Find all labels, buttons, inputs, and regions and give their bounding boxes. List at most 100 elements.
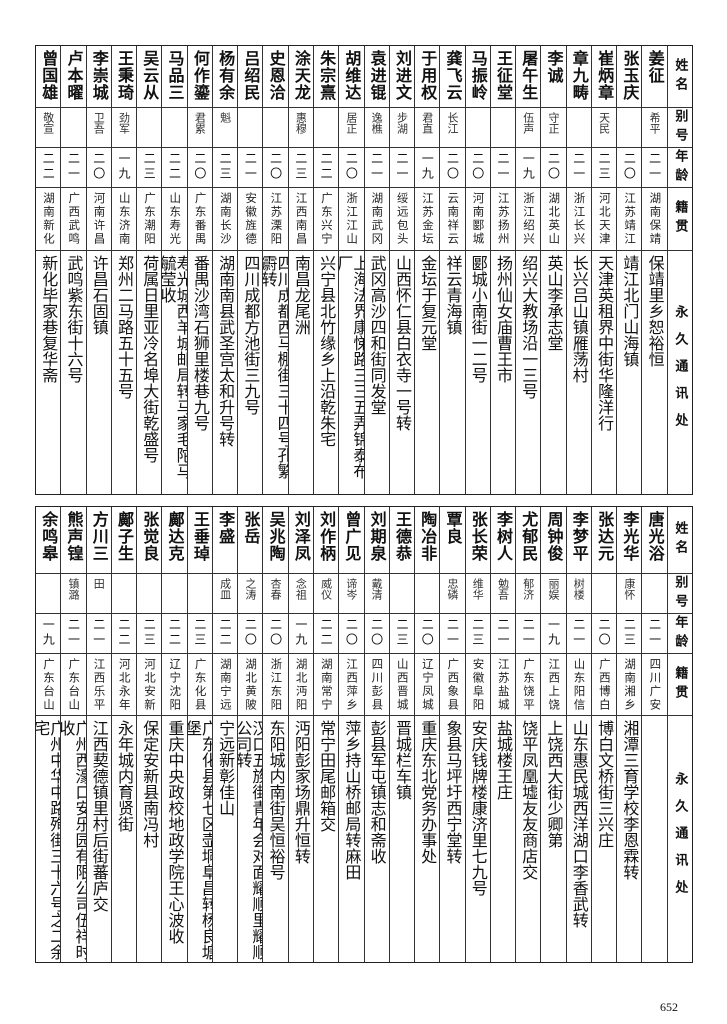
person-column: 屠午生 伍声 一九 浙江绍兴 绍兴大教场沿一三号 — [515, 46, 541, 494]
person-name: 朱宗熹 — [317, 50, 337, 101]
person-alias-cell: 康怀 — [617, 574, 642, 614]
person-native: 江西乐平 — [92, 658, 107, 712]
person-column: 涂天龙 惠穆 二三 江西南昌 南昌龙尾洲 — [287, 46, 314, 494]
person-native: 浙江长兴 — [572, 192, 587, 246]
person-name: 王垂琸 — [190, 511, 210, 562]
person-name-cell: 胡维达 — [339, 46, 364, 108]
person-address-cell: 上海法界康悌路三三五弄锦泰布厂 — [339, 251, 363, 494]
person-native-cell: 湖北黄陂 — [238, 654, 263, 716]
person-address-cell: 山东惠民城西洋湖口李香武转 — [567, 716, 591, 962]
person-column: 张玉庆 二〇 江苏靖江 靖江北门山海镇 — [616, 46, 642, 494]
person-address-cell: 番禺沙湾石狮里楼巷九号 — [188, 251, 212, 494]
person-native: 广东台山 — [41, 658, 56, 712]
person-age: 二一 — [394, 152, 409, 182]
person-alias: 丽娱 — [547, 578, 561, 600]
person-age: 二一 — [496, 618, 510, 648]
person-native: 绥远包头 — [395, 192, 410, 246]
person-name-cell: 屠午生 — [516, 46, 541, 108]
person-alias: 长江 — [445, 112, 459, 134]
person-alias-cell: 勉吾 — [490, 574, 516, 614]
person-name-cell: 周钟俊 — [541, 507, 566, 574]
person-alias: 郁济 — [521, 578, 535, 600]
person-address: 武鸣紫东街十六号 — [64, 255, 84, 383]
person-name: 王征堂 — [494, 50, 513, 101]
person-alias-cell: 卫吾 — [86, 108, 111, 148]
person-name-cell: 张长荣 — [465, 507, 490, 574]
person-alias-cell — [465, 108, 490, 148]
header-label-name: 姓名 — [672, 57, 688, 96]
person-age: 一九 — [521, 152, 536, 182]
person-alias-cell: 天民 — [591, 108, 617, 148]
person-address-cell: 萍乡持山桥邮局转麻田 — [339, 716, 363, 962]
person-native: 河南许昌 — [92, 192, 107, 246]
person-native: 河北天津 — [597, 192, 612, 246]
person-column: 陶冶非 二〇 辽宁凤城 重庆东北党务办事处 — [414, 507, 440, 962]
person-column: 王德恭 二三 山西晋城 晋城栏车镇 — [388, 507, 415, 962]
person-age-cell: 二一 — [490, 614, 516, 654]
person-age-cell: 一九 — [36, 614, 61, 654]
person-address-cell: 江西葜德镇里村后街蕃庐交 — [87, 716, 111, 962]
person-address-cell: 兴宁县北竹缘乡上沿乾朱宅 — [314, 251, 338, 494]
person-address: 盐城楼王庄 — [494, 720, 513, 800]
person-age: 二三 — [192, 618, 207, 648]
person-column: 曾广见 谛岑 二〇 江西萍乡 萍乡持山桥邮局转麻田 — [338, 507, 364, 962]
person-native: 江苏盐城 — [496, 658, 511, 712]
person-alias: 逸樵 — [370, 112, 384, 134]
person-column: 覃良 忠磷 二一 广西象县 象县马坪圩西宁堂转 — [439, 507, 465, 962]
person-alias-cell: 成皿 — [212, 574, 238, 614]
person-column: 曾国雄 敬宣 二二 湖南新化 新化毕家巷复华斋 — [36, 46, 61, 494]
person-name: 曾国雄 — [39, 50, 59, 101]
person-age-cell: 二〇 — [86, 148, 111, 188]
person-age: 二一 — [571, 618, 586, 648]
person-age: 二〇 — [546, 152, 561, 182]
person-age: 二三 — [142, 618, 157, 648]
person-column: 王征堂 二一 江苏扬州 扬州仙女庙曹王市 — [489, 46, 516, 494]
person-name: 龚飞云 — [443, 50, 463, 101]
person-native: 辽宁沈阳 — [168, 658, 183, 712]
person-column: 卢本曜 二一 广西武鸣 武鸣紫东街十六号 — [60, 46, 86, 494]
person-name: 吴兆陶 — [266, 511, 286, 562]
person-age: 二一 — [66, 152, 81, 182]
person-address: 饶平凤凰墟友友商店交 — [519, 720, 539, 880]
person-native-cell: 广东台山 — [61, 654, 86, 716]
person-address: 天津英租界中街华隆洋行 — [595, 255, 615, 431]
person-alias-cell: 谛岑 — [339, 574, 364, 614]
person-native-cell: 广东兴宁 — [314, 188, 339, 251]
person-name-cell: 李崇城 — [86, 46, 111, 108]
person-age: 二二 — [319, 152, 334, 182]
person-alias-cell: 守正 — [541, 108, 566, 148]
person-age: 二一 — [369, 152, 384, 182]
person-address-cell: 郑州二马路五十五号 — [112, 251, 136, 494]
person-name: 胡维达 — [342, 50, 362, 101]
person-name-cell: 张玉庆 — [617, 46, 642, 108]
person-address-cell: 保靖里乡恕裕恒 — [642, 251, 666, 494]
person-native: 湖北英山 — [547, 192, 562, 246]
person-native: 广东饶平 — [522, 658, 537, 712]
person-native: 河南郾城 — [471, 192, 486, 246]
person-column: 李诚 守正 二〇 湖北英山 英山李承志堂 — [540, 46, 566, 494]
roster-table-bottom: 姓名 别号 年龄 籍贯 永久通讯处 唐光浴 二一 四川广安 李光华 康怀 二三 湖南湘乡 湘潭三育学校李… — [35, 506, 693, 963]
person-age-cell: 二一 — [440, 614, 465, 654]
header-label-address: 永久通讯处 — [672, 771, 688, 907]
person-alias: 守正 — [547, 112, 561, 134]
person-age-cell: 一九 — [516, 148, 541, 188]
person-age-cell: 二一 — [566, 148, 591, 188]
person-alias-cell — [111, 574, 137, 614]
person-alias-cell — [137, 574, 162, 614]
person-address-cell: 上饶西大街少卿第 — [541, 716, 565, 962]
person-age-cell: 二一 — [642, 614, 667, 654]
person-alias-cell — [61, 108, 86, 148]
person-column: 方川三田二一 江西乐平 江西葜德镇里村后街蕃庐交 — [85, 507, 111, 962]
person-age-cell: 二一 — [86, 614, 111, 654]
header-cell-age: 年龄 — [667, 148, 692, 188]
person-address-cell: 天津英租界中街华隆洋行 — [592, 251, 616, 494]
person-column: 周钟俊 丽娱 一九 江西上饶 上饶西大街少卿第 — [540, 507, 566, 962]
header-cell-alias: 别号 — [667, 108, 692, 148]
person-alias-cell: 劲军 — [111, 108, 137, 148]
person-address: 兴宁县北竹缘乡上沿乾朱宅 — [317, 255, 337, 447]
person-native-cell: 浙江长兴 — [566, 188, 591, 251]
person-native-cell: 绥远包头 — [389, 188, 415, 251]
person-native-cell: 河南许昌 — [86, 188, 111, 251]
person-age-cell: 一九 — [541, 614, 566, 654]
person-column: 张长荣 维华 二三 安徽阜阳 安庆钱牌楼康济里七九号 — [464, 507, 490, 962]
